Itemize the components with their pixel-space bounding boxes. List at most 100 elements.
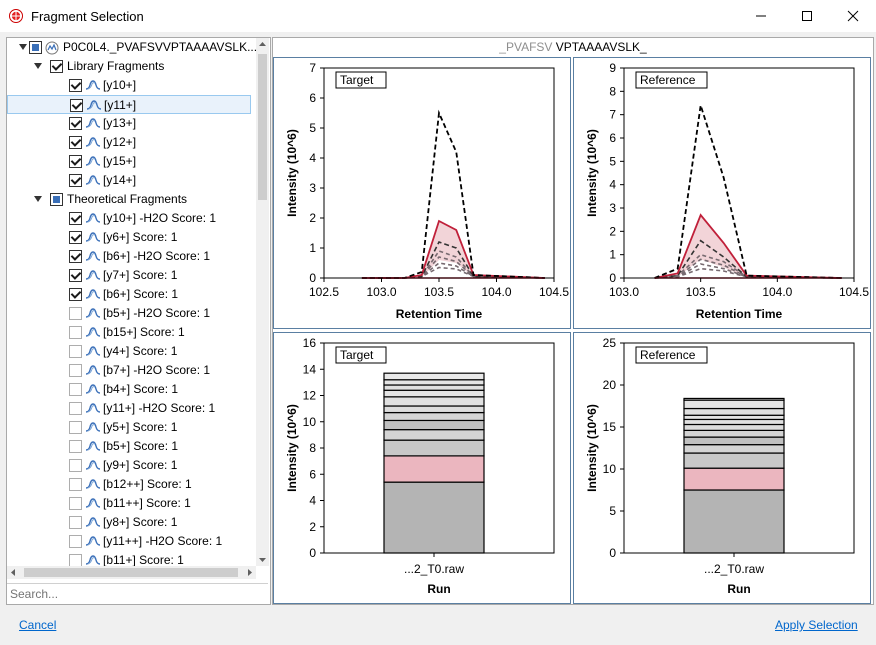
horizontal-scroll-thumb[interactable] (24, 568, 238, 577)
fragment-checkbox[interactable] (69, 478, 82, 491)
library-fragment-row[interactable]: [y14+] (7, 171, 251, 190)
theoretical-fragment-row[interactable]: [y6+] Score: 1 (7, 228, 251, 247)
fragment-checkbox[interactable] (69, 250, 82, 263)
library-fragment-row[interactable]: [y12+] (7, 133, 251, 152)
fragment-checkbox[interactable] (69, 364, 82, 377)
search-box[interactable] (7, 583, 268, 604)
theoretical-group-row[interactable]: Theoretical Fragments (7, 190, 256, 209)
y-tick-label: 7 (309, 61, 316, 75)
fragment-checkbox[interactable] (69, 535, 82, 548)
fragment-checkbox[interactable] (69, 459, 82, 472)
fragment-checkbox[interactable] (69, 136, 82, 149)
fragment-checkbox[interactable] (69, 497, 82, 510)
fragment-checkbox[interactable] (69, 174, 82, 187)
fragment-label: [y14+] (103, 173, 137, 187)
theoretical-fragment-row[interactable]: [y11++] -H2O Score: 1 (7, 532, 251, 551)
scroll-down-arrow-icon[interactable] (256, 553, 269, 566)
theoretical-fragment-row[interactable]: [y8+] Score: 1 (7, 513, 251, 532)
minimize-button[interactable] (738, 0, 784, 32)
fragment-checkbox[interactable] (69, 383, 82, 396)
maximize-button[interactable] (784, 0, 830, 32)
fragment-checkbox[interactable] (70, 99, 83, 112)
legend-label: Reference (640, 348, 696, 362)
target-chromatogram-panel: 102.5 103.0 103.5 104.0 104.5 0 1 2 3 4 5 6 7 Target R… (273, 57, 571, 329)
theoretical-fragment-row[interactable]: [b6+] -H2O Score: 1 (7, 247, 251, 266)
theoretical-fragment-row[interactable]: [b11+] Score: 1 (7, 551, 251, 566)
theoretical-fragment-row[interactable]: [b5+] -H2O Score: 1 (7, 304, 251, 323)
theoretical-fragment-row[interactable]: [y10+] -H2O Score: 1 (7, 209, 251, 228)
root-checkbox[interactable] (29, 41, 42, 54)
expand-arrow-icon[interactable] (19, 44, 27, 50)
theoretical-fragment-row[interactable]: [b5+] Score: 1 (7, 437, 251, 456)
library-fragment-row[interactable]: [y13+] (7, 114, 251, 133)
theoretical-fragment-row[interactable]: [b4+] Score: 1 (7, 380, 251, 399)
tree-horizontal-scrollbar[interactable] (7, 566, 256, 579)
fragment-checkbox[interactable] (69, 212, 82, 225)
bar-segment-4 (683, 436, 785, 446)
theoretical-fragment-row[interactable]: [y7+] Score: 1 (7, 266, 251, 285)
bar-segment-1 (383, 455, 485, 483)
theoretical-fragment-row[interactable]: [b7+] -H2O Score: 1 (7, 361, 251, 380)
y-axis-label: Intensity (10^6) (285, 129, 299, 217)
close-button[interactable] (830, 0, 876, 32)
fragment-checkbox[interactable] (69, 326, 82, 339)
fragment-checkbox[interactable] (69, 117, 82, 130)
scroll-right-arrow-icon[interactable] (243, 566, 256, 579)
peak-icon (86, 156, 100, 166)
peak-icon (86, 308, 100, 318)
peak-icon (86, 118, 100, 128)
fragment-checkbox[interactable] (69, 402, 82, 415)
y-tick-label: 6 (609, 131, 616, 145)
theoretical-fragment-row[interactable]: [b15+] Score: 1 (7, 323, 251, 342)
y-tick-label: 8 (309, 441, 316, 455)
library-fragment-row[interactable]: [y15+] (7, 152, 251, 171)
fragment-checkbox[interactable] (69, 345, 82, 358)
scroll-up-arrow-icon[interactable] (256, 38, 269, 51)
expand-arrow-icon[interactable] (34, 196, 42, 202)
peak-icon (86, 137, 100, 147)
fragment-checkbox[interactable] (69, 307, 82, 320)
fragment-checkbox[interactable] (69, 421, 82, 434)
fragment-checkbox[interactable] (69, 516, 82, 529)
theoretical-fragment-row[interactable]: [b11++] Score: 1 (7, 494, 251, 513)
expand-arrow-icon[interactable] (34, 63, 42, 69)
peak-icon (87, 100, 101, 110)
x-tick-label: 103.5 (686, 285, 716, 299)
theoretical-fragment-row[interactable]: [y11+] -H2O Score: 1 (7, 399, 251, 418)
library-fragment-row[interactable]: [y11+] (7, 95, 251, 114)
fragment-checkbox[interactable] (69, 440, 82, 453)
library-group-row[interactable]: Library Fragments (7, 57, 256, 76)
fragment-label: [y12+] (103, 135, 137, 149)
peak-icon (86, 346, 100, 356)
minimize-icon (756, 15, 766, 17)
fragment-tree[interactable]: P0C0L4._PVAFSVVPTAAAAVSLK... Library Fra… (7, 38, 256, 566)
bar-segment-5 (383, 411, 485, 422)
series-line-6 (654, 267, 842, 279)
peak-icon (86, 441, 100, 451)
fragment-checkbox[interactable] (69, 269, 82, 282)
search-input[interactable] (7, 584, 263, 604)
theoretical-fragment-row[interactable]: [y5+] Score: 1 (7, 418, 251, 437)
theoretical-fragment-row[interactable]: [b12++] Score: 1 (7, 475, 251, 494)
fragment-checkbox[interactable] (69, 554, 82, 566)
cancel-link[interactable]: Cancel (19, 618, 57, 632)
library-fragment-row[interactable]: [y10+] (7, 76, 251, 95)
theoretical-fragment-row[interactable]: [y9+] Score: 1 (7, 456, 251, 475)
x-tick-label: 104.5 (539, 285, 569, 299)
tree-vertical-scrollbar[interactable] (256, 38, 269, 566)
fragment-checkbox[interactable] (69, 155, 82, 168)
fragment-checkbox[interactable] (69, 231, 82, 244)
theoretical-fragment-row[interactable]: [b6+] Score: 1 (7, 285, 251, 304)
y-tick-label: 4 (309, 494, 316, 508)
theoretical-fragment-row[interactable]: [y4+] Score: 1 (7, 342, 251, 361)
fragment-checkbox[interactable] (69, 288, 82, 301)
theoretical-group-checkbox[interactable] (50, 193, 63, 206)
fragment-checkbox[interactable] (69, 79, 82, 92)
y-tick-label: 0 (309, 546, 316, 560)
apply-selection-link[interactable]: Apply Selection (775, 618, 858, 632)
y-tick-label: 9 (609, 61, 616, 75)
library-group-checkbox[interactable] (50, 60, 63, 73)
tree-root-row[interactable]: P0C0L4._PVAFSVVPTAAAAVSLK... (7, 38, 256, 57)
scroll-left-arrow-icon[interactable] (7, 566, 20, 579)
vertical-scroll-thumb[interactable] (258, 54, 267, 200)
